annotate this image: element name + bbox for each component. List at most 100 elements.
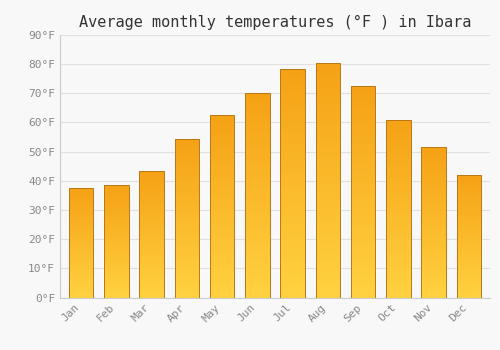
Bar [69, 233, 94, 235]
Bar [456, 290, 481, 291]
Bar [210, 288, 234, 290]
Bar [140, 231, 164, 232]
Bar [422, 273, 446, 275]
Bar [456, 238, 481, 239]
Bar [174, 186, 199, 188]
Bar [456, 180, 481, 181]
Bar [351, 168, 376, 170]
Bar [104, 185, 128, 187]
Bar [245, 244, 270, 246]
Bar [386, 286, 410, 289]
Bar [280, 206, 305, 209]
Bar [104, 188, 128, 189]
Bar [316, 127, 340, 130]
Bar [386, 246, 410, 248]
Bar [386, 162, 410, 164]
Bar [280, 106, 305, 108]
Bar [174, 184, 199, 186]
Bar [280, 243, 305, 246]
Bar [174, 210, 199, 212]
Bar [456, 192, 481, 193]
Bar [456, 216, 481, 218]
Bar [245, 221, 270, 224]
Bar [210, 190, 234, 193]
Bar [210, 206, 234, 209]
Bar [316, 280, 340, 283]
Bar [245, 290, 270, 292]
Bar [386, 177, 410, 180]
Bar [245, 203, 270, 205]
Bar [316, 204, 340, 206]
Bar [280, 137, 305, 140]
Bar [210, 197, 234, 199]
Bar [140, 252, 164, 253]
Bar [316, 130, 340, 133]
Bar [140, 218, 164, 220]
Bar [456, 205, 481, 207]
Bar [316, 233, 340, 236]
Bar [210, 211, 234, 213]
Bar [140, 236, 164, 237]
Bar [174, 206, 199, 208]
Bar [174, 166, 199, 168]
Bar [351, 147, 376, 149]
Bar [210, 279, 234, 281]
Bar [422, 258, 446, 260]
Bar [422, 222, 446, 224]
Bar [210, 127, 234, 129]
Bar [280, 260, 305, 263]
Bar [316, 274, 340, 277]
Bar [422, 155, 446, 157]
Bar [351, 105, 376, 107]
Bar [245, 139, 270, 142]
Bar [245, 254, 270, 257]
Bar [174, 280, 199, 282]
Bar [316, 166, 340, 168]
Bar [422, 168, 446, 170]
Bar [351, 107, 376, 110]
Bar [69, 261, 94, 262]
Bar [351, 200, 376, 202]
Bar [210, 133, 234, 136]
Bar [422, 230, 446, 232]
Bar [245, 152, 270, 155]
Bar [456, 242, 481, 244]
Bar [422, 170, 446, 172]
Bar [174, 170, 199, 172]
Bar [245, 157, 270, 160]
Bar [316, 224, 340, 227]
Bar [210, 136, 234, 138]
Bar [69, 224, 94, 225]
Bar [280, 157, 305, 160]
Bar [140, 187, 164, 188]
Bar [456, 204, 481, 205]
Bar [316, 265, 340, 268]
Bar [422, 147, 446, 149]
Bar [69, 257, 94, 258]
Bar [210, 204, 234, 206]
Bar [174, 236, 199, 238]
Bar [69, 251, 94, 252]
Bar [386, 184, 410, 186]
Bar [140, 289, 164, 291]
Bar [69, 218, 94, 219]
Bar [104, 267, 128, 268]
Bar [316, 292, 340, 295]
Bar [316, 168, 340, 171]
Bar [386, 140, 410, 142]
Bar [351, 226, 376, 229]
Bar [316, 286, 340, 289]
Bar [140, 194, 164, 196]
Bar [351, 242, 376, 245]
Bar [104, 233, 128, 235]
Bar [210, 174, 234, 177]
Bar [174, 274, 199, 276]
Bar [386, 295, 410, 298]
Bar [104, 224, 128, 226]
Bar [104, 213, 128, 215]
Bar [351, 131, 376, 134]
Bar [351, 221, 376, 224]
Bar [104, 268, 128, 270]
Bar [69, 226, 94, 228]
Bar [456, 221, 481, 223]
